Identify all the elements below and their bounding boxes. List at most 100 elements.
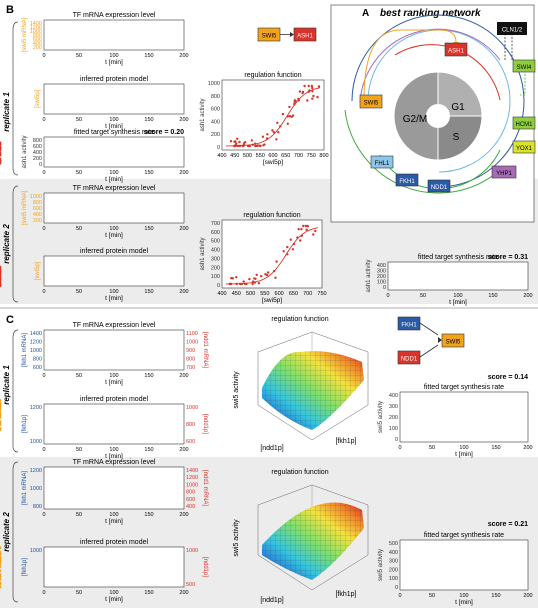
- b2-regulation-point: [230, 276, 233, 280]
- panel-a-network: A best ranking network G1 S G2/M ASH1 CL…: [330, 4, 536, 223]
- c2-protein-frame: [43, 546, 185, 588]
- c1-mrna-frame: [43, 329, 185, 371]
- c1-protein-xtick: 50: [76, 447, 82, 453]
- surface2-ylabel: [fkh1p]: [335, 591, 356, 598]
- surface2-grid: [262, 502, 364, 580]
- b1-regulation-point: [303, 84, 306, 88]
- cell-cycle-g1: [437, 71, 483, 117]
- surface1-grid: [262, 351, 364, 430]
- c2-score: score = 0.21: [488, 521, 528, 528]
- replicate-label-c2: replicate 2: [2, 512, 11, 552]
- mini-ndd1-label: NDD1: [401, 357, 418, 363]
- c1-fit-ylabel: swi5 activity: [378, 401, 384, 433]
- b2-regulation-point: [275, 260, 278, 263]
- c2-mrna-xlabel: t [min]: [105, 518, 123, 525]
- b2-regulation-point: [242, 280, 245, 283]
- c2-fit-xtick: 150: [491, 593, 500, 599]
- c1-mrna-ytick: 1200: [30, 340, 42, 346]
- b2-protein-title: inferred protein model: [80, 248, 149, 255]
- c2-fit-xtick: 0: [398, 593, 401, 599]
- c1-fit-point: [0, 428, 2, 431]
- b2-fit-xtick: 150: [488, 293, 497, 299]
- b2-mrna-xtick: 200: [179, 226, 188, 232]
- c1-protein-xtick: 100: [109, 447, 118, 453]
- b1-regulation-point: [293, 99, 297, 102]
- bracket-c2: [12, 461, 19, 603]
- arc-green-outer: [344, 109, 501, 194]
- c2-fit-point: [0, 565, 2, 568]
- b2-fit-point: [0, 284, 2, 287]
- b2-fit-ytick: 200: [377, 274, 386, 280]
- c2-fit-point: [0, 574, 2, 578]
- b2-regulation-xtick: 400: [217, 291, 226, 297]
- b1-fit-ytick: 200: [33, 156, 42, 162]
- b2-fit-score: score = 0.31: [488, 254, 528, 261]
- b2-regulation-xlabel: [swi5p]: [262, 297, 282, 304]
- c2-protein-xtick: 150: [144, 590, 153, 596]
- b1-fit-ylabel: ash1 activity: [22, 135, 28, 168]
- b2-fit-point: [0, 277, 2, 280]
- b2-mrna-xtick: 150: [144, 226, 153, 232]
- b1-fit-ytick: 0: [39, 162, 42, 168]
- surface2-zlabel: swi5 activity: [233, 519, 240, 557]
- node-ndd1: [427, 179, 451, 193]
- b2-mrna-ytick: 400: [33, 212, 42, 218]
- c1-protein-ylabel-right: [ndd1p]: [202, 414, 208, 434]
- c1-mrna-ytick: 1000: [30, 348, 42, 354]
- b1-regulation-ytick: 200: [211, 132, 220, 138]
- b2-regulation-ytick: 700: [211, 221, 220, 227]
- c2-protein-ytick-right: 500: [186, 582, 195, 588]
- c1-mrna-ytick-right: 1100: [186, 331, 198, 337]
- b1-fit-point: [0, 147, 2, 150]
- b2-regulation-point: [304, 224, 307, 228]
- b2-regulation-point: [267, 271, 270, 274]
- c2-fit-point: [0, 585, 2, 589]
- b1-protein-title: inferred protein model: [80, 76, 149, 83]
- b1-fit-xtick: 200: [179, 170, 188, 176]
- b1-regulation-xtick: 700: [294, 153, 303, 159]
- node-yhp1-label: YHP1: [496, 171, 512, 177]
- b1-regulation-point: [291, 114, 295, 117]
- edge-swi5-ash1: [363, 29, 457, 101]
- c1-fit-ytick: 0: [395, 437, 398, 443]
- c1-fit-xlabel: t [min]: [455, 451, 473, 458]
- b2-fit-ytick: 0: [383, 285, 386, 291]
- b1-regulation-xtick: 750: [307, 153, 316, 159]
- b1-regulation-point: [229, 140, 233, 143]
- c2-mrna-ytick-right: 400: [186, 504, 195, 510]
- b1-regulation-point: [288, 105, 291, 109]
- b2-regulation-frame: [221, 219, 323, 289]
- c2-protein-xtick: 200: [179, 590, 188, 596]
- node-swi4: [512, 59, 536, 73]
- b2-fit-title: fitted target synthesis rate: [418, 254, 498, 261]
- b1-mrna-ytick: 1000: [30, 29, 42, 35]
- b1-regulation-point: [271, 129, 274, 132]
- c2-fit-ytick: 300: [389, 559, 398, 565]
- panel-c-mini-network: FKH1 NDD1 SWI5: [397, 316, 465, 365]
- b2-protein-frame: [43, 255, 185, 287]
- b1-regulation-xtick: 550: [256, 153, 265, 159]
- b1-regulation-point: [316, 95, 319, 99]
- b1-regulation-xtick: 450: [230, 153, 239, 159]
- c1-protein-frame: [43, 403, 185, 445]
- b2-fit-xtick: 50: [420, 293, 426, 299]
- c2-fit-xlabel: t [min]: [455, 599, 473, 606]
- b2-fit-point: [0, 274, 2, 278]
- b2-regulation-point: [282, 250, 285, 253]
- b1-regulation-point: [286, 122, 289, 126]
- node-ndd1-label: NDD1: [431, 185, 448, 191]
- b1-regulation-ytick: 0: [217, 145, 220, 151]
- c2-mrna-ytick: 1200: [30, 468, 42, 474]
- b1-regulation-ytick: 1000: [208, 81, 220, 87]
- c1-score: score = 0.14: [488, 374, 528, 381]
- panel-letter-a: A: [362, 8, 369, 19]
- b2-regulation-title: regulation function: [243, 212, 300, 219]
- c1-mrna-xtick: 100: [109, 373, 118, 379]
- node-yhp1: [491, 165, 517, 179]
- cell-cycle-s-label: S: [453, 132, 460, 143]
- b1-regulation-point: [306, 99, 309, 102]
- c1-protein-ytick-right: 600: [186, 439, 195, 445]
- c2-mrna-xtick: 50: [76, 512, 82, 518]
